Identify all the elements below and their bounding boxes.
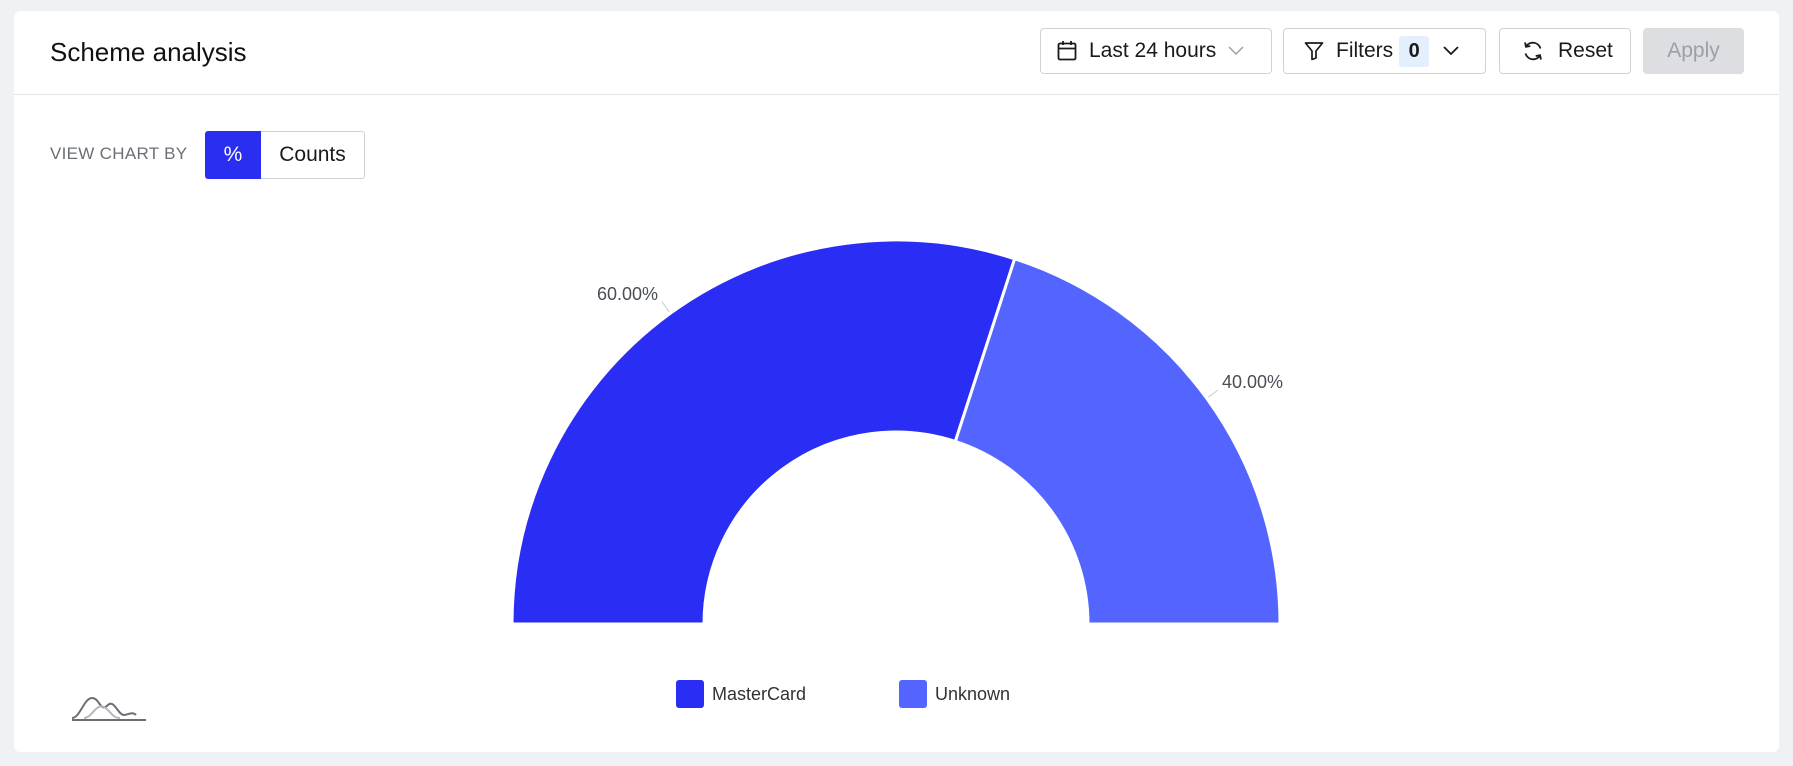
calendar-icon [1057,41,1077,61]
view-chart-by-toggle: % Counts [205,131,365,179]
filters-label: Filters [1336,39,1394,62]
data-label-mastercard: 60.00% [597,284,658,304]
page-title: Scheme analysis [50,37,247,67]
legend-swatch-mastercard [676,680,704,708]
reset-label: Reset [1558,39,1613,62]
date-range-dropdown[interactable]: Last 24 hours [1040,28,1272,74]
filters-button[interactable]: Filters 0 [1283,28,1486,74]
view-chart-by-label: VIEW CHART BY [50,144,188,163]
legend-item-mastercard[interactable]: MasterCard [676,680,806,708]
toggle-counts[interactable]: Counts [261,131,365,179]
slice-mastercard[interactable] [510,238,1017,626]
refresh-icon [1524,41,1542,61]
legend-label-mastercard: MasterCard [712,683,807,704]
legend-swatch-unknown [899,680,927,708]
chevron-down-icon [1228,46,1244,56]
legend-label-unknown: Unknown [935,683,1011,704]
reset-button[interactable]: Reset [1499,28,1631,74]
date-range-label: Last 24 hours [1089,39,1217,62]
data-label-leader-unknown [1207,389,1219,398]
brand-logo-icon [71,696,146,721]
data-label-unknown: 40.00% [1222,372,1283,392]
filter-icon [1304,42,1324,61]
legend-item-unknown[interactable]: Unknown [899,680,1010,708]
card-header: Scheme analysis Last 24 hours Filters 0 [14,11,1779,95]
scheme-analysis-card: Scheme analysis Last 24 hours Filters 0 [14,11,1779,752]
slice-unknown[interactable] [953,257,1282,626]
apply-button[interactable]: Apply [1643,28,1744,74]
filters-count-badge: 0 [1399,35,1430,67]
chevron-down-icon [1443,46,1459,56]
data-label-leader-mastercard [661,301,670,313]
scheme-half-donut-chart: 60.00% 40.00% [510,238,1283,626]
toggle-percent[interactable]: % [205,131,261,179]
